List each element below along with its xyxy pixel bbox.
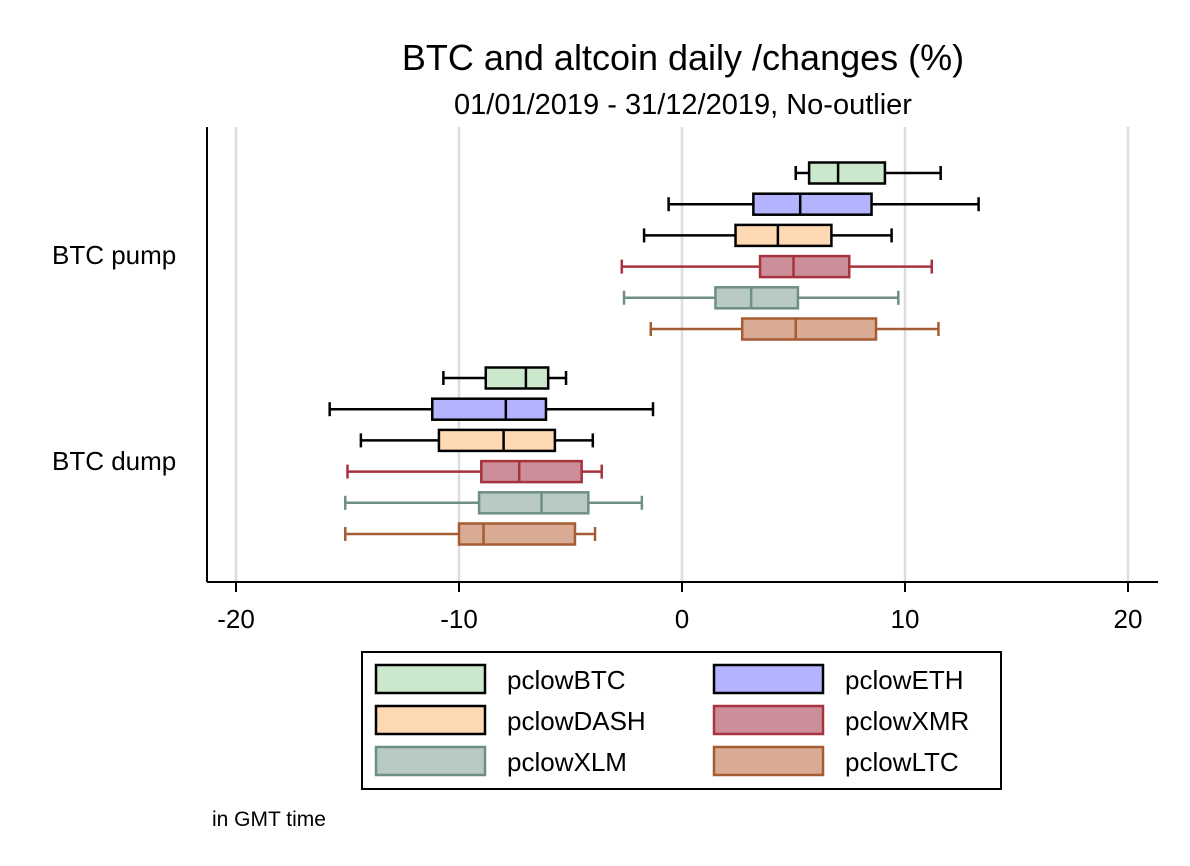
legend: pclowBTC pclowETH pclowDASH pclowXMR pclowXL… (361, 651, 1002, 790)
gridlines (234, 127, 1130, 582)
box-pclowDASH-btc-dump (359, 428, 595, 453)
x-tick-label: -20 (217, 604, 255, 634)
iqr-box (807, 161, 887, 185)
iqr-box (740, 317, 878, 341)
legend-swatch (712, 745, 825, 777)
chart-title: BTC and altcoin daily /changes (%) (402, 37, 964, 78)
box-pclowETH-btc-pump (667, 192, 980, 216)
iqr-box (437, 428, 557, 453)
legend-swatch (374, 745, 487, 777)
iqr-box (477, 491, 590, 515)
iqr-box (457, 522, 577, 546)
box-pclowBTC-btc-dump (442, 366, 568, 390)
box-pclowBTC-btc-pump (794, 161, 942, 185)
box-pclowXMR-btc-pump (620, 254, 934, 279)
chart-subtitle: 01/01/2019 - 31/12/2019, No-outlier (454, 89, 912, 121)
x-tick-label: -10 (440, 604, 478, 634)
chart-note: in GMT time (212, 808, 326, 831)
legend-item-pclowXMR: pclowXMR (712, 704, 969, 736)
x-tick-label: 0 (675, 604, 689, 634)
box-pclowLTC-btc-dump (344, 522, 597, 546)
legend-label: pclowBTC (507, 665, 625, 695)
iqr-box (758, 254, 851, 279)
box-pclowETH-btc-dump (328, 397, 655, 421)
axes: -20 -10 0 10 20 BTC pump BTC dump (52, 127, 1158, 634)
legend-swatch (374, 663, 487, 695)
legend-swatch (712, 704, 825, 736)
iqr-box (734, 223, 833, 248)
x-tick-label: 10 (891, 604, 920, 634)
legend-item-pclowETH: pclowETH (712, 663, 963, 695)
box-pclowXMR-btc-dump (346, 459, 603, 484)
box-pclowXLM-btc-dump (344, 491, 644, 515)
legend-label: pclowLTC (845, 747, 959, 777)
box-pclowXLM-btc-pump (622, 286, 900, 310)
legend-label: pclowXMR (845, 706, 969, 736)
iqr-box (752, 192, 873, 216)
iqr-box (484, 366, 550, 390)
y-group-label: BTC dump (52, 446, 176, 476)
legend-item-pclowDASH: pclowDASH (374, 704, 646, 736)
legend-item-pclowBTC: pclowBTC (374, 663, 625, 695)
legend-item-pclowLTC: pclowLTC (712, 745, 959, 777)
x-tick-label: 20 (1114, 604, 1143, 634)
legend-label: pclowDASH (507, 706, 646, 736)
iqr-box (480, 459, 583, 484)
iqr-box (430, 397, 548, 421)
legend-label: pclowETH (845, 665, 963, 695)
y-group-label: BTC pump (52, 240, 176, 270)
box-pclowDASH-btc-pump (642, 223, 893, 248)
box-pclowLTC-btc-pump (649, 317, 940, 341)
legend-swatch (374, 704, 487, 736)
legend-item-pclowXLM: pclowXLM (374, 745, 627, 777)
iqr-box (714, 286, 800, 310)
legend-label: pclowXLM (507, 747, 627, 777)
boxes (328, 161, 980, 546)
legend-swatch (712, 663, 825, 695)
